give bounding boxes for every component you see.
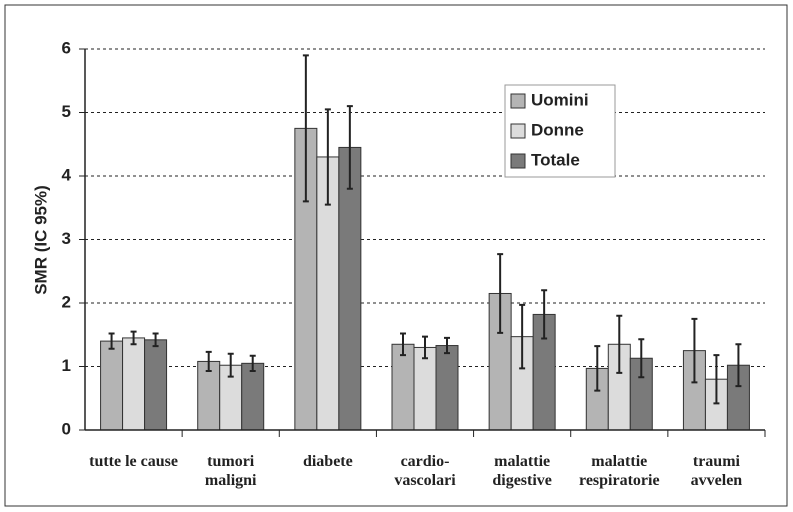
error-bar [227,352,234,378]
error-bar [444,336,450,355]
legend-label: Donne [531,120,584,139]
legend-swatch [510,153,526,169]
error-bar [713,354,720,405]
legend-label: Uomini [531,90,589,109]
error-bar [422,335,428,360]
error-bar [616,314,623,374]
bar [391,343,415,431]
y-axis-label: SMR (IC 95%) [31,185,50,295]
frame [4,4,788,507]
error-bar [638,338,645,379]
bar [122,337,146,431]
error-bar [205,350,212,372]
bar [435,345,459,431]
legend-swatch [510,93,526,109]
error-bar [249,354,256,372]
error-bar [152,332,159,348]
error-bar [108,332,115,350]
bar [241,362,265,431]
bar [413,346,437,431]
error-bar [691,317,698,384]
x-tick-label: tutte le cause [89,453,178,470]
bar [100,340,124,431]
error-bar [302,54,309,203]
y-tick-label: 5 [62,102,71,121]
x-tick-label: diabete [302,453,353,470]
error-bar [130,330,137,346]
y-tick-label: 6 [62,38,71,57]
x-tick-label: traumi avvelen [690,453,743,489]
x-tick-label: cardio-vascolari [394,453,456,489]
y-tick-label: 0 [62,419,71,438]
error-bar [519,303,526,370]
y-tick-label: 1 [62,356,71,375]
y-tick-label: 3 [62,229,71,248]
bar [144,339,168,431]
y-tick-label: 4 [62,165,72,184]
x-tick-label: tumori maligni [204,453,257,489]
bar [338,146,362,431]
x-tick-label: malattie respiratorie [579,453,660,489]
legend-label: Totale [531,150,580,169]
error-bar [497,253,504,334]
error-bar [594,345,601,392]
error-bar [400,332,406,357]
legend-swatch [510,123,526,139]
error-bar [541,289,548,340]
error-bar [324,108,331,206]
y-tick-label: 2 [62,292,71,311]
error-bar [735,343,742,388]
x-tick-label: malattie digestive [492,453,552,489]
error-bar [346,105,353,190]
